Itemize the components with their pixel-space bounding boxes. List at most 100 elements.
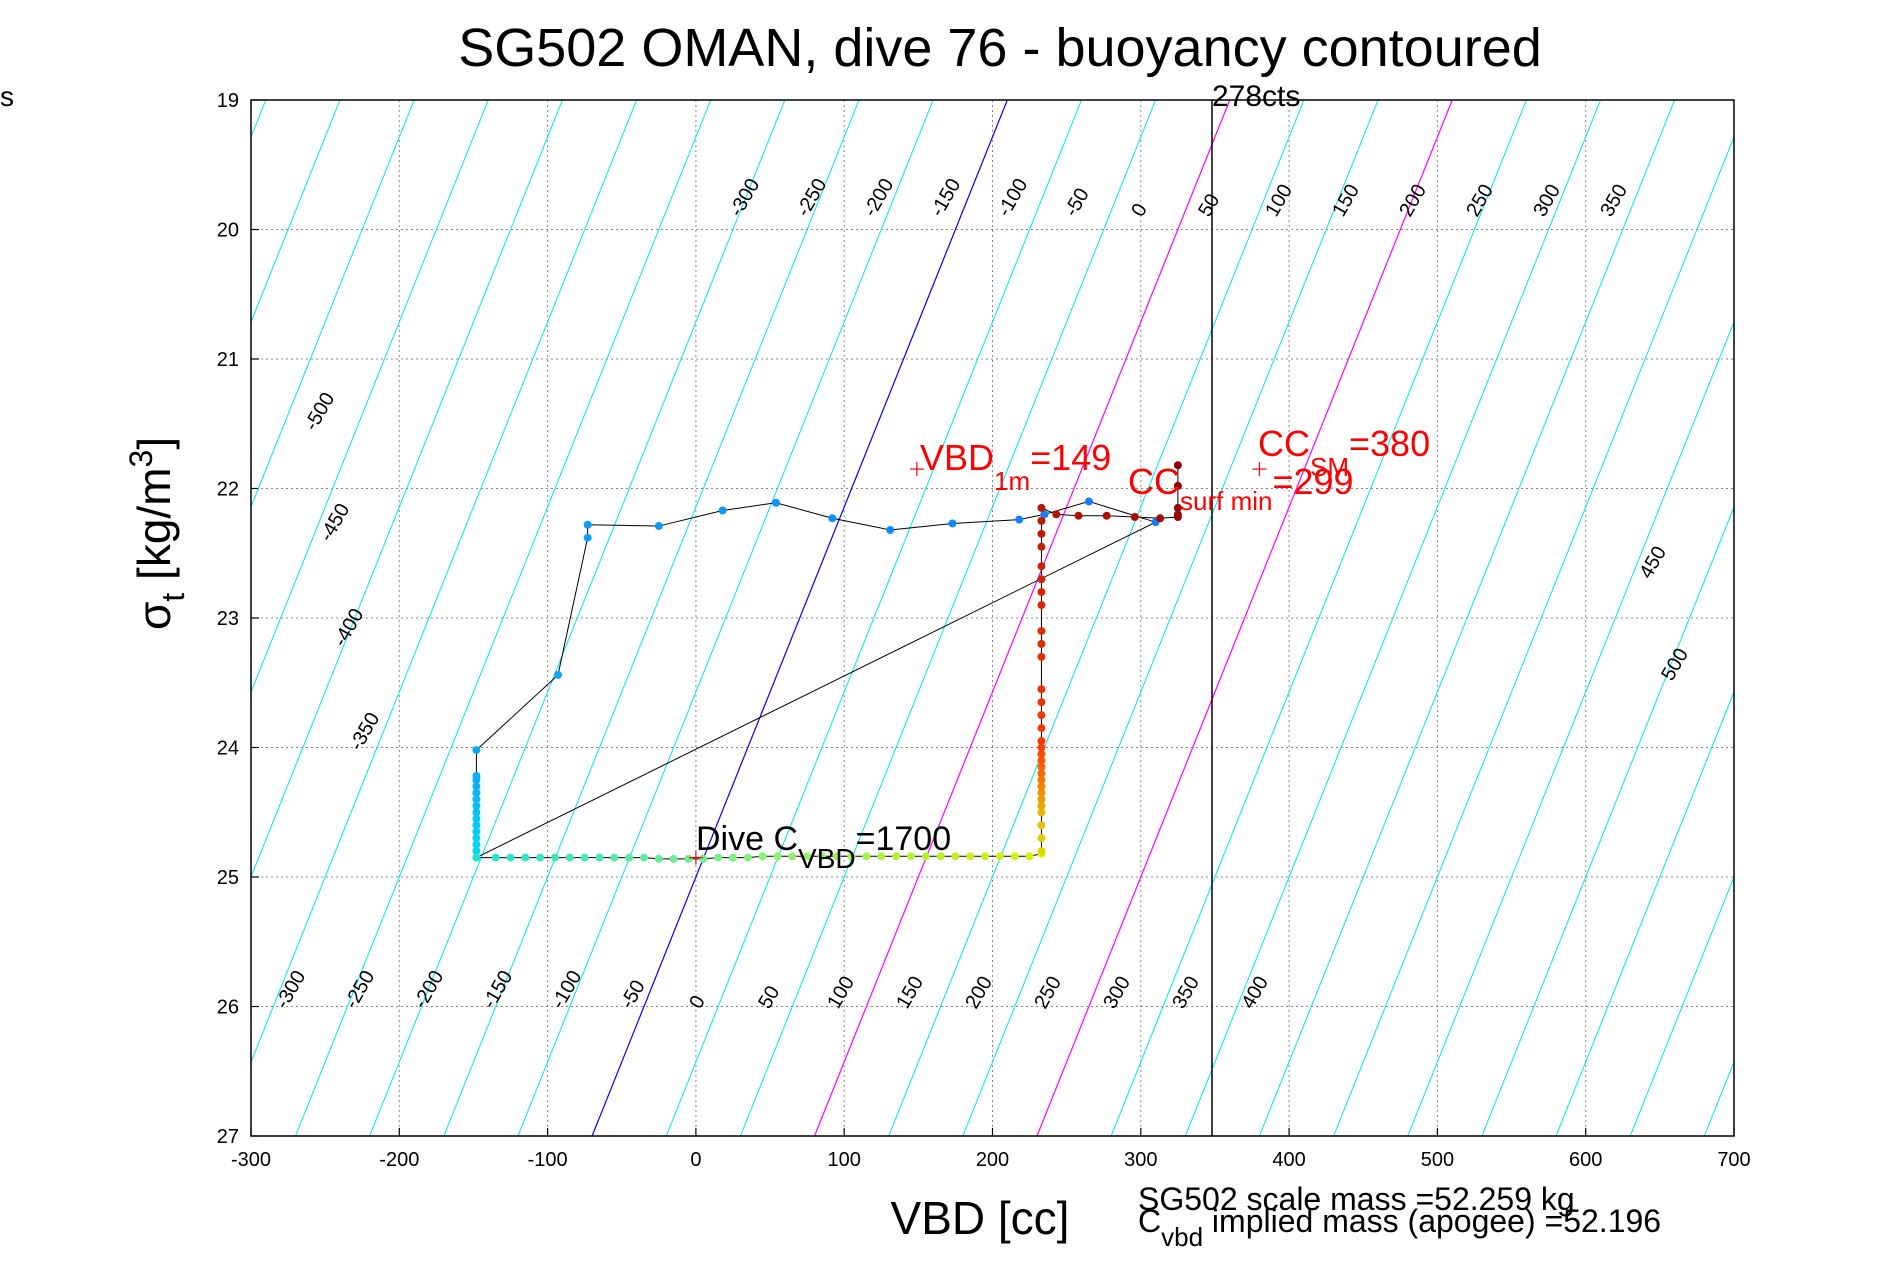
bottom-point: [951, 852, 960, 861]
ascent-point: [1173, 461, 1182, 470]
vbd-1m-annotation: VBD1m=149: [920, 437, 1111, 496]
bottom-point: [817, 852, 826, 861]
y-axis-ticks: 19 20 21 22 23 24 25 26 27: [217, 90, 239, 1148]
contour-label-top: 50: [1194, 190, 1224, 220]
contour-label-bottom: -200: [409, 967, 448, 1013]
x-tick-label: 400: [1272, 1149, 1305, 1171]
contour-line: [739, 100, 1157, 1136]
contour-label-top: -150: [926, 175, 965, 221]
contour-label-bottom: 350: [1168, 973, 1204, 1013]
plot-area: -300 -250 -200 -150 -100 -50 0 50 100 150 200 250 30…: [0, 99, 1891, 1137]
bottom-point: [743, 853, 752, 862]
data-series: [472, 461, 1182, 863]
ascent-point: [1037, 529, 1046, 538]
ascent-point: [1037, 834, 1046, 843]
descent-point: [472, 814, 481, 823]
descent-point: [472, 827, 481, 836]
contour-line: [251, 100, 563, 879]
contour-label-top: 250: [1462, 181, 1498, 221]
y-tick-label: 20: [217, 220, 239, 242]
ascent-point: [1037, 743, 1046, 752]
bottom-point: [565, 853, 574, 862]
descent-point: [472, 746, 481, 755]
apogee-label: 278cts: [1212, 80, 1300, 113]
ascent-point: [1037, 775, 1046, 784]
bottom-point: [654, 854, 663, 863]
contour-line: [251, 100, 341, 324]
x-tick-label: 100: [828, 1149, 861, 1171]
ascent-point: [1037, 801, 1046, 810]
bottom-point: [714, 853, 723, 862]
annotations: VBD1m=149 CCSM=380 CCsurf min=299 Dive C…: [688, 423, 1430, 874]
ascent-point: [1037, 769, 1046, 778]
y-tick-label: 19: [217, 90, 239, 112]
contour-line: [251, 100, 638, 1064]
ascent-point: [1102, 511, 1111, 520]
ascent-point: [1037, 724, 1046, 733]
contour-line: [251, 100, 415, 509]
contour-label-bottom: 100: [823, 973, 859, 1013]
ascent-point: [1037, 575, 1046, 584]
ascent-point: [1037, 749, 1046, 758]
descent-point: [472, 840, 481, 849]
ascent-point: [1037, 788, 1046, 797]
descent-point: [1084, 497, 1093, 506]
ascent-point: [1037, 601, 1046, 610]
trajectory-line: [475, 465, 1179, 860]
contour-line: [888, 100, 1305, 1136]
descent-point: [553, 670, 562, 679]
x-tick-label: 0: [690, 1149, 701, 1171]
contour-line: [813, 100, 1231, 1136]
descent-point: [771, 498, 780, 507]
contour-label-right: 500: [1657, 645, 1693, 685]
contour-line: [295, 100, 712, 1136]
contour-label-bottom: -300: [271, 967, 310, 1013]
descent-point: [472, 795, 481, 804]
bottom-point: [832, 852, 841, 861]
descent-point: [886, 525, 895, 534]
contour-label-top: -200: [859, 175, 898, 221]
ascent-point: [1037, 847, 1046, 856]
contour-label-left: -450: [315, 500, 354, 546]
ascent-point: [1037, 685, 1046, 694]
bottom-point: [669, 854, 678, 863]
bottom-point: [580, 853, 589, 862]
ascent-point: [1037, 737, 1046, 746]
contour-label-top: -100: [993, 175, 1032, 221]
contour-line: [369, 100, 786, 1136]
bottom-point: [728, 853, 737, 862]
bottom-point: [506, 853, 515, 862]
contour-label-top: -250: [792, 175, 831, 221]
bottom-point: [684, 854, 693, 863]
contour-label-bottom: -150: [478, 967, 517, 1013]
bottom-point: [521, 853, 530, 862]
contour-label-top: -50: [1060, 184, 1094, 220]
descent-point: [583, 520, 592, 529]
ascent-point: [1173, 503, 1182, 512]
contour-label-left: -500: [300, 389, 339, 435]
ascent-point: [1037, 588, 1046, 597]
dive-c-vbd-annotation: Dive CVBD=1700: [696, 820, 951, 874]
bottom-point: [1010, 852, 1019, 861]
ascent-point: [1037, 762, 1046, 771]
x-tick-label: 300: [1124, 1149, 1157, 1171]
y-tick-label: 25: [217, 867, 239, 889]
y-tick-label: 22: [217, 479, 239, 501]
plot-frame: [250, 99, 1735, 1137]
contour-line: [0, 100, 43, 1136]
ascent-point: [1037, 503, 1046, 512]
scale-mass-footer: SG502 scale mass =52.259 kg: [1138, 1181, 1575, 1217]
contour-line: [1853, 100, 1891, 1136]
ascent-point: [1173, 510, 1182, 519]
contour-line: [1110, 100, 1527, 1136]
bottom-point: [472, 853, 481, 862]
contour-line: [1629, 875, 1734, 1136]
bottom-point: [788, 852, 797, 861]
bottom-point: [595, 853, 604, 862]
ascent-point: [1052, 510, 1061, 519]
chart-title: SG502 OMAN, dive 76 - buoyancy contoured: [458, 18, 1542, 78]
y-axis-label: σt [kg/m3]: [123, 437, 191, 630]
x-axis-label: VBD [cc]: [891, 1192, 1070, 1244]
x-tick-label: 500: [1421, 1149, 1454, 1171]
